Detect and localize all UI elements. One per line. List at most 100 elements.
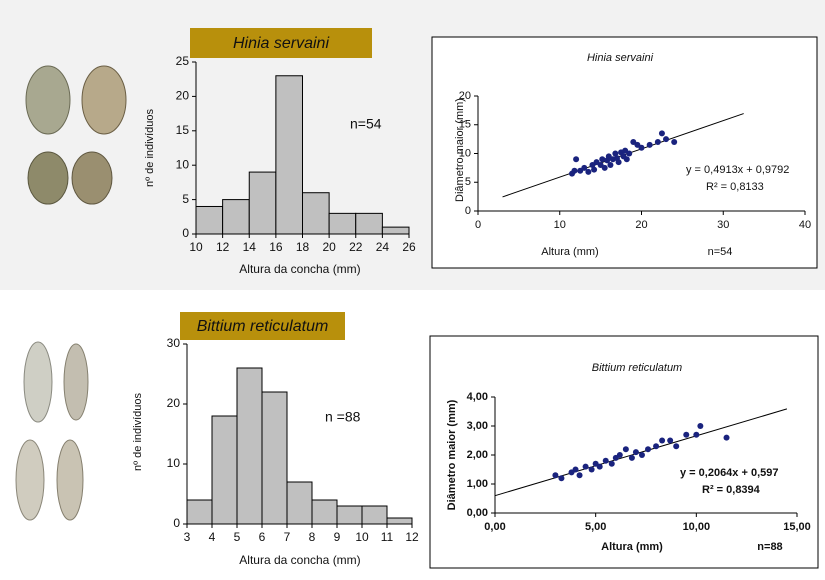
point [697, 423, 704, 429]
bar [381, 226, 410, 235]
x-tick-label: 40 [799, 219, 811, 231]
x-tick-label: 30 [717, 219, 729, 231]
x-tick-label: 7 [284, 530, 291, 544]
point [723, 434, 730, 441]
x-tick-label: 10 [554, 219, 566, 231]
y-tick-label: 5 [182, 192, 189, 206]
x-tick-label: 18 [296, 240, 310, 254]
y-tick-label: 10 [459, 147, 471, 159]
point [573, 156, 580, 163]
y-tick-label: 10 [176, 157, 190, 171]
chart-title: Hinia servaini [233, 35, 329, 52]
annotation: n=88 [757, 541, 782, 553]
point [615, 159, 622, 166]
x-axis-label: Altura da concha (mm) [239, 553, 360, 567]
point [623, 156, 630, 163]
point [602, 457, 609, 464]
y-axis-label: Diâmetro maior (mm) [454, 98, 466, 202]
y-tick-label: 20 [459, 90, 471, 102]
point [659, 437, 666, 444]
x-tick-label: 11 [381, 530, 394, 544]
bar [336, 505, 363, 525]
y-tick-label: 4,00 [467, 391, 488, 403]
y-axis-label: Diâmetro maior (mm) [446, 399, 458, 510]
x-tick-label: 26 [402, 240, 416, 254]
scatter-chart: Bittium reticulatum 0,00 1,00 2,00 3,00 4,00 0… [429, 335, 819, 569]
y-tick-label: 25 [176, 54, 190, 68]
point [588, 466, 595, 473]
point [612, 150, 619, 157]
x-tick-label: 14 [243, 240, 257, 254]
point [585, 168, 592, 175]
chart-title: Bittium reticulatum [592, 362, 682, 374]
x-tick-label: 12 [216, 240, 230, 254]
scatter-chart: Hinia servaini 0 5 10 15 20 0 10 20 30 40 Altura (m… [431, 36, 818, 269]
x-tick-label: 10 [189, 240, 203, 254]
annotation: R² = 0,8133 [706, 181, 764, 193]
point [673, 443, 680, 450]
x-axis-label: Altura (mm) [541, 246, 598, 258]
x-tick-label: 15,00 [783, 521, 811, 533]
y-tick-label: 15 [459, 119, 471, 131]
point [632, 449, 639, 456]
x-tick-label: 10 [355, 530, 369, 544]
bar [186, 499, 213, 525]
bar [328, 212, 357, 235]
shell-photos [15, 65, 127, 521]
annotation: n =88 [325, 409, 361, 425]
point [601, 164, 608, 171]
point [638, 144, 645, 151]
histogram-chart: Bittium reticulatum 0 10 20 30 3 4 5 6 7 8 9 10 11 12 A… [132, 312, 419, 567]
point [628, 454, 635, 461]
point [558, 475, 565, 482]
point [646, 141, 653, 148]
bar [286, 481, 313, 525]
point [683, 431, 690, 438]
y-tick-label: 15 [176, 123, 190, 137]
point [667, 437, 674, 444]
x-tick-label: 20 [322, 240, 336, 254]
point [576, 472, 583, 479]
point [638, 452, 645, 458]
x-tick-label: 0,00 [484, 521, 505, 533]
y-tick-label: 2,00 [467, 449, 488, 461]
point [663, 136, 670, 143]
bar [302, 192, 330, 235]
point [653, 443, 660, 450]
point [616, 452, 623, 458]
x-tick-label: 5 [234, 530, 241, 544]
point [571, 167, 578, 174]
y-tick-label: 0 [465, 205, 471, 217]
point [599, 156, 606, 163]
chart-title: Hinia servaini [587, 52, 654, 64]
y-tick-label: 20 [167, 396, 181, 410]
bar [261, 391, 288, 525]
point [608, 460, 615, 467]
y-tick-label: 0 [173, 516, 180, 530]
point [658, 130, 665, 137]
point [626, 150, 633, 157]
x-tick-label: 0 [475, 219, 481, 231]
y-tick-label: 0 [182, 226, 189, 240]
bar [355, 212, 383, 235]
x-tick-label: 6 [259, 530, 266, 544]
x-axis-label: Altura (mm) [601, 541, 663, 553]
point [572, 466, 579, 473]
bar [275, 75, 303, 235]
x-tick-label: 22 [349, 240, 363, 254]
bar [311, 499, 338, 525]
y-tick-label: 5 [465, 176, 471, 188]
annotation: n=54 [708, 246, 733, 258]
x-tick-label: 20 [635, 219, 647, 231]
y-tick-label: 1,00 [467, 478, 488, 490]
annotation: y = 0,4913x + 0,9792 [686, 164, 789, 176]
point [596, 463, 603, 470]
point [581, 164, 588, 171]
bar [386, 517, 413, 525]
bar [236, 367, 263, 525]
y-tick-label: 0,00 [467, 507, 488, 519]
x-tick-label: 3 [184, 530, 191, 544]
annotation: n=54 [350, 116, 382, 132]
y-axis-label: nº de indivíduos [132, 392, 144, 471]
